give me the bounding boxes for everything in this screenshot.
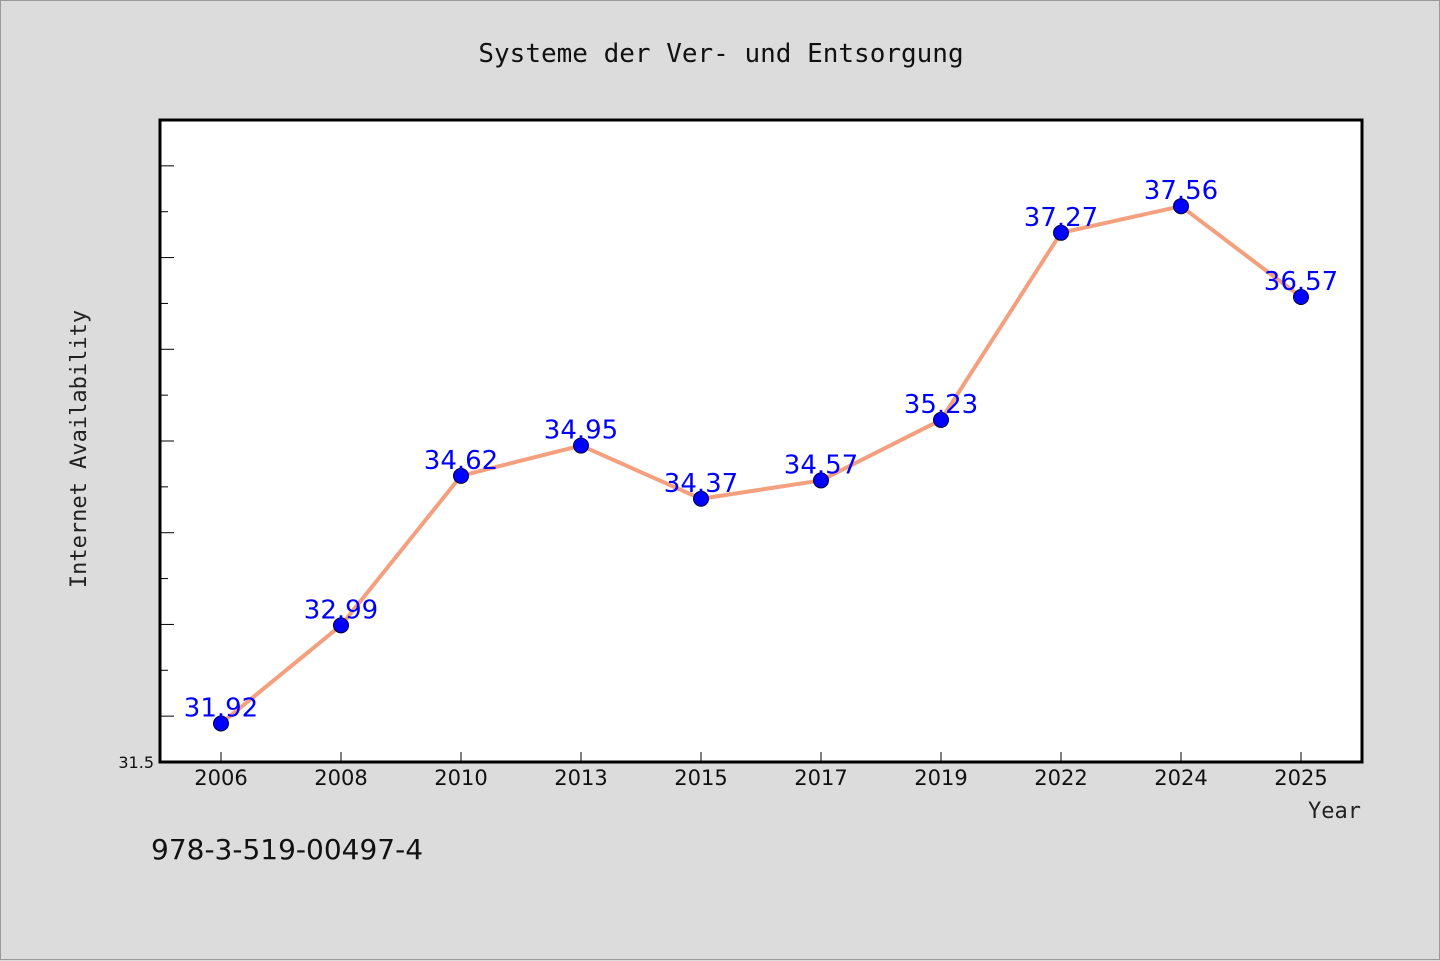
data-labels: 31.92 32.99 34.62 34.95 34.37 34.57 35.23 37.27…: [184, 176, 1338, 723]
data-point: [933, 411, 949, 428]
x-tick-label: 2017: [794, 766, 847, 790]
data-label: 31.92: [184, 693, 258, 723]
series-markers: [213, 198, 1309, 732]
data-label: 34.62: [424, 446, 498, 476]
data-label: 36.57: [1264, 267, 1338, 297]
data-point: [813, 472, 829, 489]
data-point: [1173, 198, 1189, 215]
y-axis-ticks: 31.5: [118, 119, 174, 772]
data-point: [453, 467, 469, 484]
data-point: [693, 490, 709, 507]
plot-area: [158, 118, 1364, 764]
series-line: [219, 204, 1303, 726]
data-label: 35.23: [904, 390, 978, 420]
data-point: [333, 617, 349, 634]
y-axis-label: Internet Availability: [67, 310, 92, 588]
x-tick-label: 2008: [314, 766, 367, 790]
x-tick-label: 2006: [194, 766, 247, 790]
data-label: 34.37: [664, 469, 738, 499]
x-tick-label: 2024: [1154, 766, 1207, 790]
x-tick-label: 2019: [914, 766, 967, 790]
x-tick-label: 2025: [1274, 766, 1327, 790]
data-label: 37.27: [1024, 203, 1098, 233]
data-label: 34.57: [784, 450, 858, 480]
x-tick-label: 2010: [434, 766, 487, 790]
data-point: [1053, 224, 1069, 241]
x-tick-label: 2013: [554, 766, 607, 790]
data-label: 37.56: [1144, 176, 1218, 206]
data-point: [213, 715, 229, 732]
data-label: 34.95: [544, 416, 618, 446]
x-tick-label: 2022: [1034, 766, 1087, 790]
data-label: 32.99: [304, 595, 378, 625]
x-axis-label: Year: [1308, 799, 1361, 824]
footnote-isbn: 978-3-519-00497-4: [151, 833, 424, 866]
x-tick-label: 2015: [674, 766, 727, 790]
data-point: [573, 437, 589, 454]
x-axis-ticks: 2006 2008 2010 2013 2015 2017 2019 2022 2024 2025: [194, 752, 1328, 790]
y-tick-label: 31.5: [118, 753, 154, 772]
data-point: [1293, 289, 1309, 306]
chart-title: Systeme der Ver- und Entsorgung: [478, 39, 963, 69]
